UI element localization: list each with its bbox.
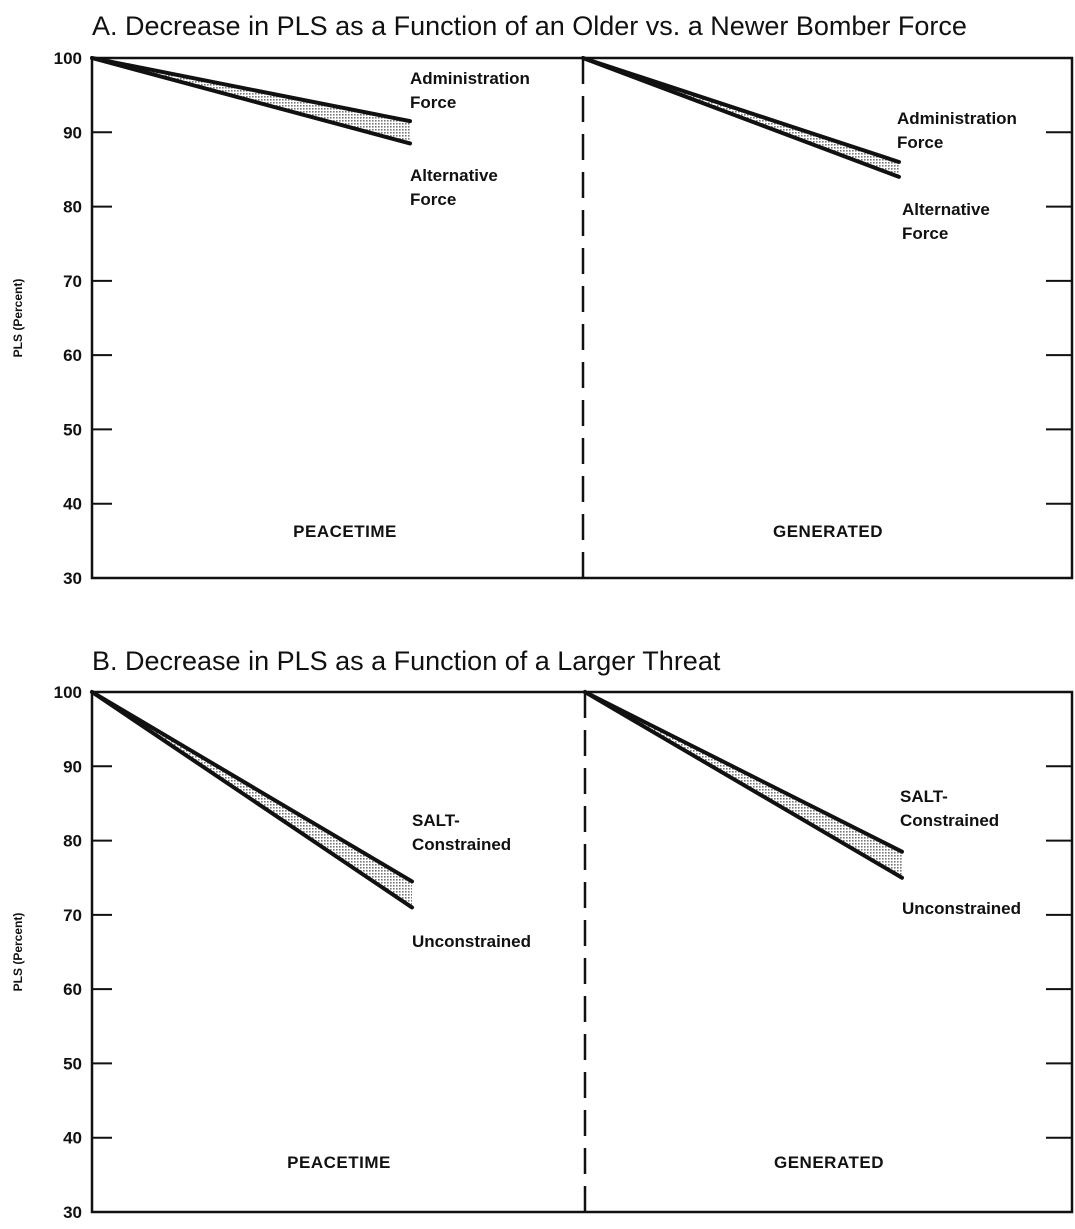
y-axis-label: PLS (Percent) (11, 913, 25, 992)
y-tick-label: 30 (63, 1203, 82, 1222)
y-tick-label: 50 (63, 1054, 82, 1073)
y-tick-label: 40 (63, 1129, 82, 1148)
series-label: Force (902, 224, 948, 243)
panel-label-generated: GENERATED (773, 522, 883, 541)
y-tick-label: 80 (63, 198, 82, 217)
series-line-unconstrained (583, 690, 904, 880)
series-label: Alternative (410, 166, 498, 185)
y-tick-label: 60 (63, 346, 82, 365)
chart-b: B. Decrease in PLS as a Function of a La… (11, 646, 1074, 1222)
series-line-salt-constrained (90, 690, 414, 884)
series-line-alternative-force (90, 56, 412, 146)
series-line-alternative-force (581, 56, 901, 179)
y-tick-label: 90 (63, 757, 82, 776)
series-line-administration-force (90, 56, 412, 124)
y-tick-label: 100 (54, 49, 82, 68)
series-label: Force (410, 190, 456, 209)
y-tick-label: 50 (63, 420, 82, 439)
y-tick-label: 100 (54, 683, 82, 702)
y-tick-label: 60 (63, 980, 82, 999)
series-line-administration-force (581, 56, 901, 164)
series-label: Force (897, 133, 943, 152)
series-label: Force (410, 93, 456, 112)
y-tick-label: 70 (63, 906, 82, 925)
series-label: Administration (410, 69, 530, 88)
chart-title: A. Decrease in PLS as a Function of an O… (92, 11, 967, 41)
series-label: Unconstrained (902, 899, 1021, 918)
series-label: Unconstrained (412, 932, 531, 951)
plot-frame (90, 690, 1074, 1214)
series-label: Constrained (412, 835, 511, 854)
panel-label-generated: GENERATED (774, 1153, 884, 1172)
series-label: SALT- (412, 811, 460, 830)
y-tick-label: 30 (63, 569, 82, 588)
series-label: Alternative (902, 200, 990, 219)
y-axis-label: PLS (Percent) (11, 279, 25, 358)
series-label: SALT- (900, 787, 948, 806)
series-label: Constrained (900, 811, 999, 830)
y-tick-label: 80 (63, 832, 82, 851)
y-tick-label: 70 (63, 272, 82, 291)
series-line-salt-constrained (583, 690, 904, 854)
panel-label-peacetime: PEACETIME (287, 1153, 391, 1172)
y-tick-label: 40 (63, 495, 82, 514)
chart-a: A. Decrease in PLS as a Function of an O… (11, 11, 1074, 588)
series-label: Administration (897, 109, 1017, 128)
y-tick-label: 90 (63, 123, 82, 142)
panel-label-peacetime: PEACETIME (293, 522, 397, 541)
series-line-unconstrained (90, 690, 414, 910)
chart-title: B. Decrease in PLS as a Function of a La… (92, 646, 721, 676)
